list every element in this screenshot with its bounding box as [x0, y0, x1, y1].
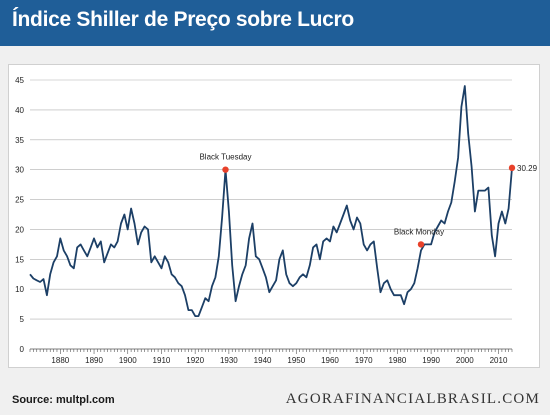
y-tick-label: 40: [15, 106, 24, 115]
x-tick-label: 1900: [119, 356, 137, 365]
x-tick-label: 2010: [490, 356, 508, 365]
x-tick-label: 1930: [220, 356, 238, 365]
x-tick-label: 2000: [456, 356, 474, 365]
x-tick-label: 1980: [389, 356, 407, 365]
x-tick-label: 1940: [254, 356, 272, 365]
x-tick-label: 1910: [153, 356, 171, 365]
y-tick-label: 5: [20, 315, 25, 324]
y-tick-label: 10: [15, 285, 24, 294]
x-tick-label: 1950: [287, 356, 305, 365]
plot-area: [8, 64, 540, 368]
x-tick-label: 1960: [321, 356, 339, 365]
event-marker: [222, 166, 229, 173]
x-tick-label: 1970: [355, 356, 373, 365]
y-tick-label: 15: [15, 255, 24, 264]
y-tick-label: 25: [15, 196, 24, 205]
pe-series-line: [29, 85, 513, 318]
x-tick-label: 1880: [51, 356, 69, 365]
annotation-label: Black Tuesday: [199, 153, 251, 162]
y-tick-label: 45: [15, 76, 24, 85]
y-tick-label: 20: [15, 225, 24, 234]
x-tick-label: 1920: [186, 356, 204, 365]
source-note: Source: multpl.com: [12, 394, 115, 406]
event-marker: [417, 241, 425, 248]
annotation-label: Black Monday: [394, 227, 444, 236]
x-tick-label: 1890: [85, 356, 103, 365]
y-tick-label: 0: [20, 345, 25, 354]
y-tick-label: 30: [15, 166, 24, 175]
brand-wordmark: AGORAFINANCIALBRASIL.COM: [285, 391, 540, 407]
chart-title: Índice Shiller de Preço sobre Lucro: [12, 8, 354, 31]
title-bar: Índice Shiller de Preço sobre Lucro: [0, 0, 550, 46]
x-tick-label: 1990: [422, 356, 440, 365]
event-marker: [508, 164, 516, 172]
annotation-label: 30.29: [517, 164, 538, 173]
y-tick-label: 35: [15, 136, 24, 145]
